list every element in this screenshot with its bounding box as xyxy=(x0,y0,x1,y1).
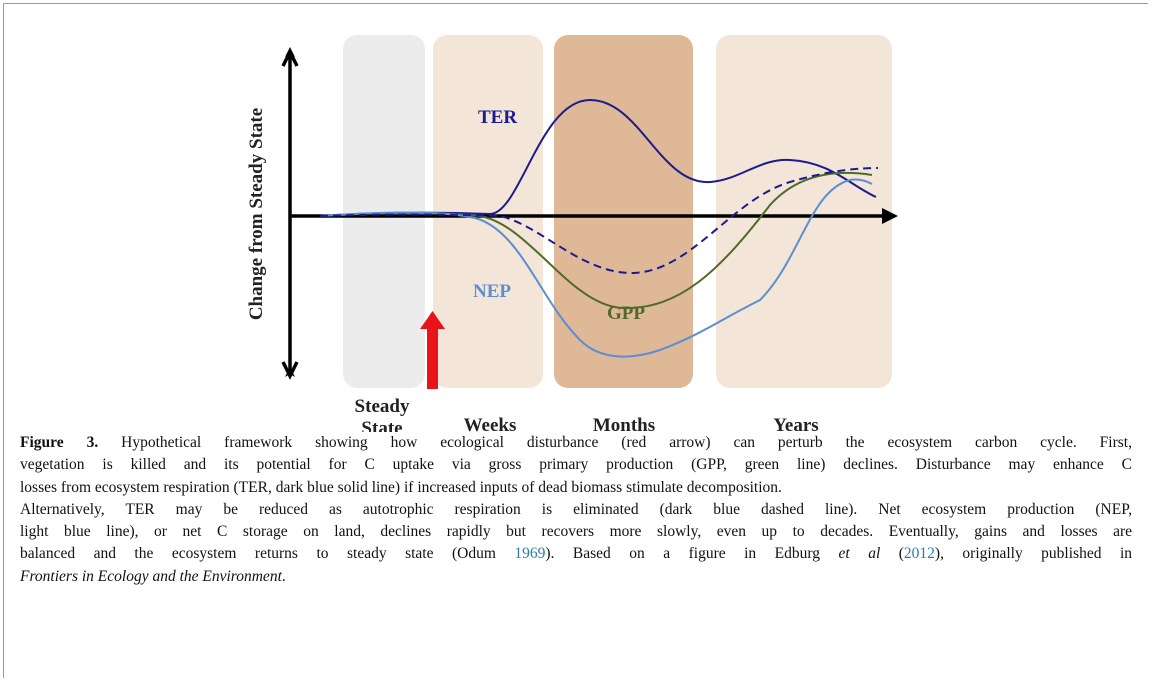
caption-line: balanced and the ecosystem returns to st… xyxy=(20,543,1132,565)
caption-text: ( xyxy=(880,545,904,563)
caption-text: light blue line), or net C storage on la… xyxy=(20,523,1132,541)
phase-label: Weeks xyxy=(464,415,517,432)
phase-label: Months xyxy=(593,415,655,432)
caption-text: vegetation is killed and its potential f… xyxy=(20,456,1132,474)
caption-text: ). Based on a figure in Edburg xyxy=(545,545,839,563)
phase-label-line: State xyxy=(361,418,402,432)
caption-line: Alternatively, TER may be reduced as aut… xyxy=(20,499,1132,521)
nep-label: NEP xyxy=(473,281,511,302)
phase-label-line: Steady xyxy=(355,396,410,417)
ter-dashed-curve xyxy=(319,167,879,275)
caption: Figure 3. Hypothetical framework showing… xyxy=(20,432,1132,588)
gpp-label: GPP xyxy=(607,303,645,324)
caption-text: Hypothetical framework showing how ecolo… xyxy=(98,434,1132,451)
citation-link[interactable]: 2012 xyxy=(903,545,935,563)
disturbance-arrow-shaft xyxy=(427,327,438,389)
caption-line: losses from ecosystem respiration (TER, … xyxy=(20,477,1132,499)
figure-number: Figure 3. xyxy=(20,434,99,451)
citation-link[interactable]: 1969 xyxy=(514,545,546,563)
nep-curve xyxy=(319,178,873,358)
caption-text: Alternatively, TER may be reduced as aut… xyxy=(20,500,1132,518)
phase-panel xyxy=(343,35,425,388)
ter-curve xyxy=(319,98,877,217)
caption-text: et al xyxy=(838,545,881,563)
caption-text: losses from ecosystem respiration (TER, … xyxy=(20,478,782,496)
figure-frame xyxy=(3,3,1148,678)
y-arrow-head xyxy=(281,361,299,380)
phase-panel xyxy=(716,35,892,388)
phase-panel xyxy=(433,35,543,388)
ter-label: TER xyxy=(478,107,517,128)
phase-label: Steady State xyxy=(355,396,410,432)
caption-line: Frontiers in Ecology and the Environment… xyxy=(20,566,1132,588)
journal-name: Frontiers in Ecology and the Environment xyxy=(20,567,282,585)
caption-line: light blue line), or net C storage on la… xyxy=(20,521,1132,543)
disturbance-arrow-head xyxy=(420,311,445,329)
caption-line: Figure 3. Hypothetical framework showing… xyxy=(20,432,1132,454)
y-axis-label: Change from Steady State xyxy=(246,108,267,320)
x-arrow-head xyxy=(882,208,898,224)
caption-line: vegetation is killed and its potential f… xyxy=(20,454,1132,476)
phase-label: Years xyxy=(773,415,818,432)
phase-panel xyxy=(554,35,693,388)
caption-text: balanced and the ecosystem returns to st… xyxy=(20,545,515,563)
caption-text: . xyxy=(281,567,286,585)
y-arrow-head xyxy=(281,48,299,67)
diagram: Change from Steady State TER NEP GPP Ste… xyxy=(246,35,898,432)
caption-text: ), originally published in xyxy=(934,545,1133,563)
